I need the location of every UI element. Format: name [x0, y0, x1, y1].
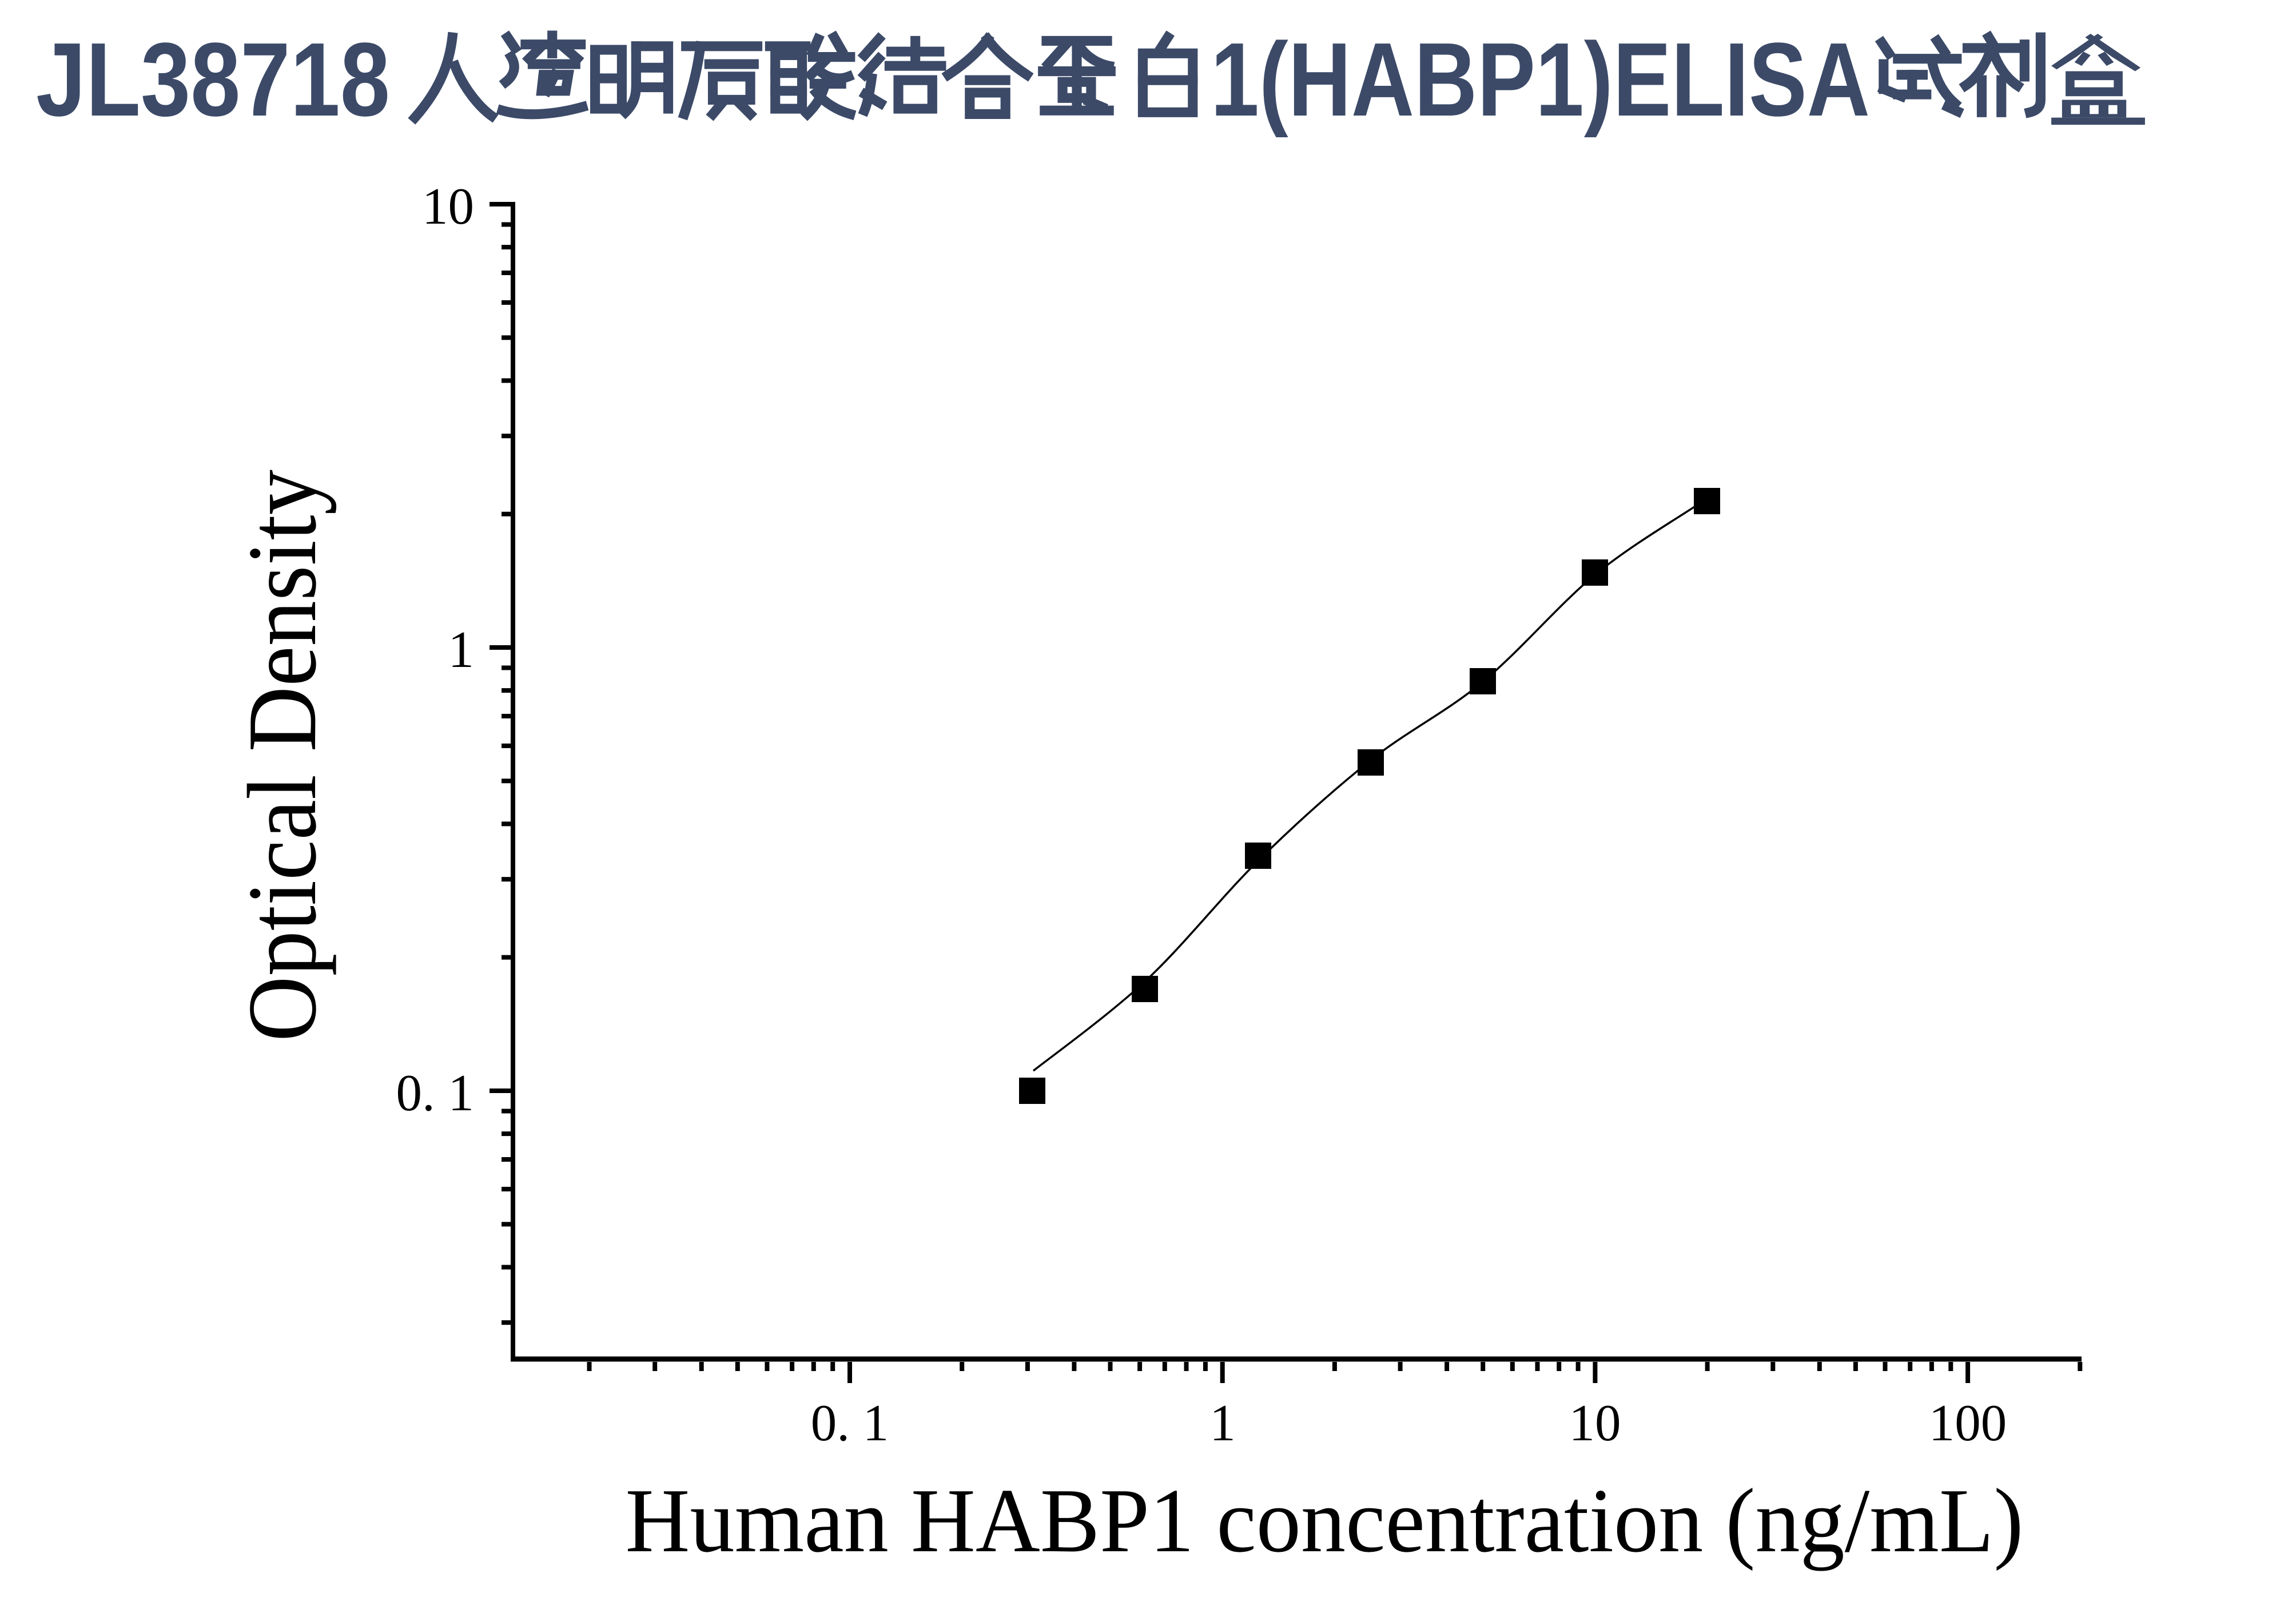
svg-text:10: 10 [1569, 1394, 1621, 1452]
svg-text:0. 1: 0. 1 [811, 1394, 889, 1452]
svg-text:JL38718: JL38718 [36, 21, 390, 138]
svg-text:10: 10 [422, 177, 474, 235]
svg-text:Human HABP1 concentration (ng/: Human HABP1 concentration (ng/mL) [626, 1469, 2024, 1571]
svg-text:1: 1 [1209, 1394, 1236, 1452]
svg-text:Optical Density: Optical Density [228, 470, 337, 1042]
svg-text:1: 1 [448, 621, 475, 678]
svg-text:100: 100 [1929, 1394, 2007, 1452]
svg-text:0. 1: 0. 1 [396, 1064, 475, 1122]
svg-text:1(HABP1)ELISA: 1(HABP1)ELISA [1211, 21, 1870, 138]
